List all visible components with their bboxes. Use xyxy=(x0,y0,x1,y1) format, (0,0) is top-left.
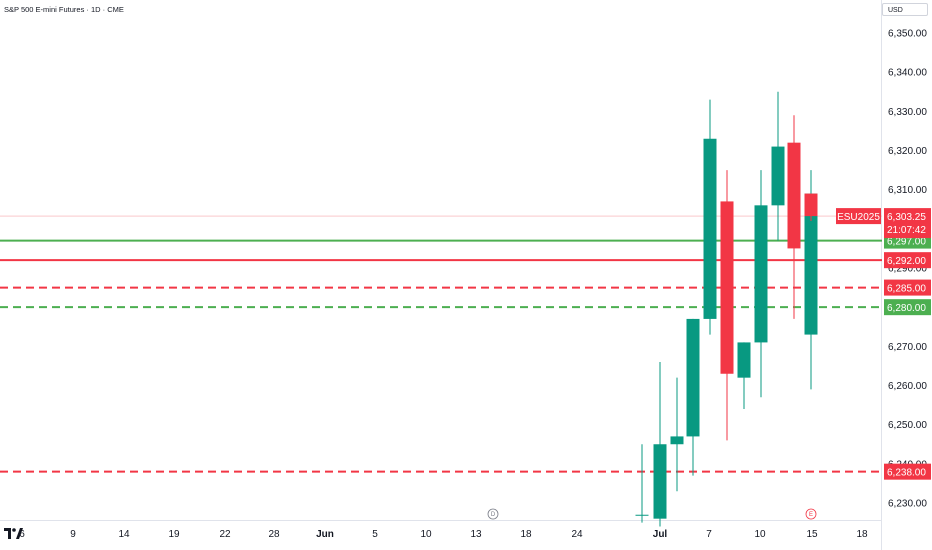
candle-body[interactable] xyxy=(635,514,649,516)
candle-body[interactable] xyxy=(720,201,734,374)
candle-body[interactable] xyxy=(737,342,751,378)
level-label: 6,238.00 xyxy=(887,468,926,479)
y-tick-label: 6,250.00 xyxy=(888,420,927,431)
candle-body[interactable] xyxy=(804,193,818,335)
level-label-bg xyxy=(884,252,931,269)
level-label-bg xyxy=(884,463,931,480)
x-tick-label: 15 xyxy=(806,529,818,540)
candle-body[interactable] xyxy=(670,436,684,445)
event-marker-glyph: D xyxy=(491,512,496,518)
candle-body[interactable] xyxy=(804,193,818,217)
x-tick-label: Jun xyxy=(316,529,334,540)
x-tick-label: 7 xyxy=(706,529,712,540)
x-tick-label: 28 xyxy=(268,529,280,540)
symbol-title[interactable]: S&P 500 E-mini Futures · 1D · CME xyxy=(4,5,124,14)
level-label: 6,285.00 xyxy=(887,284,926,295)
y-tick-label: 6,230.00 xyxy=(888,499,927,510)
x-tick-label: 10 xyxy=(754,529,766,540)
x-tick-label: 24 xyxy=(571,529,583,540)
x-tick-label: 18 xyxy=(856,529,868,540)
y-tick-label: 6,260.00 xyxy=(888,381,927,392)
x-tick-label: 18 xyxy=(520,529,532,540)
x-tick-label: 9 xyxy=(70,529,76,540)
candle-body[interactable] xyxy=(787,142,801,249)
event-marker-glyph: E xyxy=(809,512,813,518)
level-label: 6,292.00 xyxy=(887,256,926,267)
currency-selector[interactable]: USD xyxy=(882,3,928,16)
x-tick-label: 13 xyxy=(470,529,482,540)
x-tick-label: 14 xyxy=(118,529,130,540)
y-tick-label: 6,320.00 xyxy=(888,146,927,157)
level-label-bg xyxy=(884,299,931,316)
candle-body[interactable] xyxy=(686,318,700,437)
y-tick-label: 6,330.00 xyxy=(888,107,927,118)
candle-body[interactable] xyxy=(754,205,768,343)
countdown-label: 21:07:42 xyxy=(887,225,926,236)
earnings-icon[interactable] xyxy=(805,508,817,520)
ticker-label: ESU2025 xyxy=(837,212,880,223)
last-price-label: 6,303.25 xyxy=(887,212,926,223)
x-tick-label: 6 xyxy=(19,529,25,540)
x-tick-label: Jul xyxy=(653,529,668,540)
candle-body[interactable] xyxy=(703,138,717,319)
dividend-icon[interactable] xyxy=(487,508,499,520)
y-tick-label: 6,310.00 xyxy=(888,185,927,196)
tradingview-logo-icon[interactable] xyxy=(3,527,23,540)
x-tick-label: 5 xyxy=(372,529,378,540)
x-tick-label: 22 xyxy=(219,529,231,540)
candle-body[interactable] xyxy=(771,146,785,206)
level-label: 6,297.00 xyxy=(887,237,926,248)
y-tick-label: 6,340.00 xyxy=(888,68,927,79)
y-tick-label: 6,350.00 xyxy=(888,29,927,40)
x-tick-label: 10 xyxy=(420,529,432,540)
candle-body[interactable] xyxy=(653,444,667,519)
y-tick-label: 6,270.00 xyxy=(888,342,927,353)
ticker-label-bg xyxy=(836,208,881,225)
level-label: 6,280.00 xyxy=(887,303,926,314)
y-tick-label: 6,290.00 xyxy=(888,264,927,275)
x-tick-label: 19 xyxy=(168,529,180,540)
last-price-label-bg xyxy=(884,208,931,239)
level-label-bg xyxy=(884,279,931,296)
